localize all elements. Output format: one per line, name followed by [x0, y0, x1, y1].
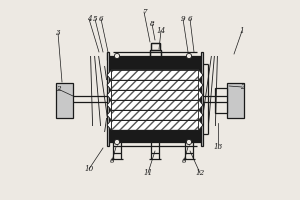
- Bar: [111, 90, 199, 100]
- Polygon shape: [107, 70, 111, 80]
- Bar: [111, 110, 199, 120]
- Polygon shape: [107, 90, 111, 100]
- Text: 10: 10: [84, 165, 94, 173]
- Text: 1: 1: [240, 27, 244, 35]
- Text: 6: 6: [182, 157, 186, 165]
- Bar: [151, 43, 160, 49]
- Circle shape: [114, 139, 120, 145]
- Bar: [111, 90, 199, 100]
- Bar: [111, 120, 199, 130]
- Polygon shape: [199, 100, 203, 110]
- Bar: [56, 83, 73, 118]
- Text: 14: 14: [156, 27, 166, 35]
- Polygon shape: [199, 120, 203, 130]
- Bar: [106, 52, 109, 146]
- Bar: [111, 70, 199, 80]
- Text: 2: 2: [240, 83, 244, 91]
- Bar: [111, 80, 199, 90]
- Text: 4: 4: [87, 15, 91, 23]
- Bar: [111, 120, 199, 130]
- Bar: [111, 90, 199, 100]
- Circle shape: [186, 139, 192, 145]
- Polygon shape: [107, 80, 111, 90]
- Bar: [113, 142, 121, 153]
- Text: 3: 3: [56, 29, 60, 37]
- Polygon shape: [107, 120, 111, 130]
- Bar: [151, 142, 159, 153]
- Bar: [111, 80, 199, 90]
- Bar: [185, 142, 193, 153]
- Circle shape: [186, 53, 192, 59]
- Polygon shape: [199, 90, 203, 100]
- Polygon shape: [199, 70, 203, 80]
- Text: 2: 2: [56, 85, 60, 93]
- Polygon shape: [107, 100, 111, 110]
- Bar: [109, 56, 201, 142]
- Bar: [111, 70, 199, 80]
- Bar: [111, 80, 199, 90]
- Text: 8: 8: [150, 20, 154, 28]
- Circle shape: [114, 53, 120, 59]
- Bar: [111, 100, 199, 110]
- Text: 12: 12: [195, 169, 205, 177]
- Text: 6: 6: [110, 157, 114, 165]
- Text: 13: 13: [213, 143, 223, 151]
- Text: 11: 11: [143, 169, 153, 177]
- Bar: [111, 110, 199, 120]
- Bar: [215, 88, 227, 113]
- Bar: [111, 100, 199, 110]
- Text: 6: 6: [99, 15, 103, 23]
- Bar: [111, 70, 199, 80]
- Text: 6: 6: [188, 15, 192, 23]
- Text: 9: 9: [181, 15, 185, 23]
- Polygon shape: [107, 110, 111, 120]
- Text: 5: 5: [93, 15, 97, 23]
- Bar: [227, 83, 244, 118]
- Bar: [111, 120, 199, 130]
- Bar: [111, 110, 199, 120]
- Polygon shape: [199, 110, 203, 120]
- Bar: [111, 100, 199, 110]
- Polygon shape: [199, 80, 203, 90]
- Text: 7: 7: [142, 8, 146, 16]
- Bar: [149, 49, 161, 56]
- Bar: [201, 52, 203, 146]
